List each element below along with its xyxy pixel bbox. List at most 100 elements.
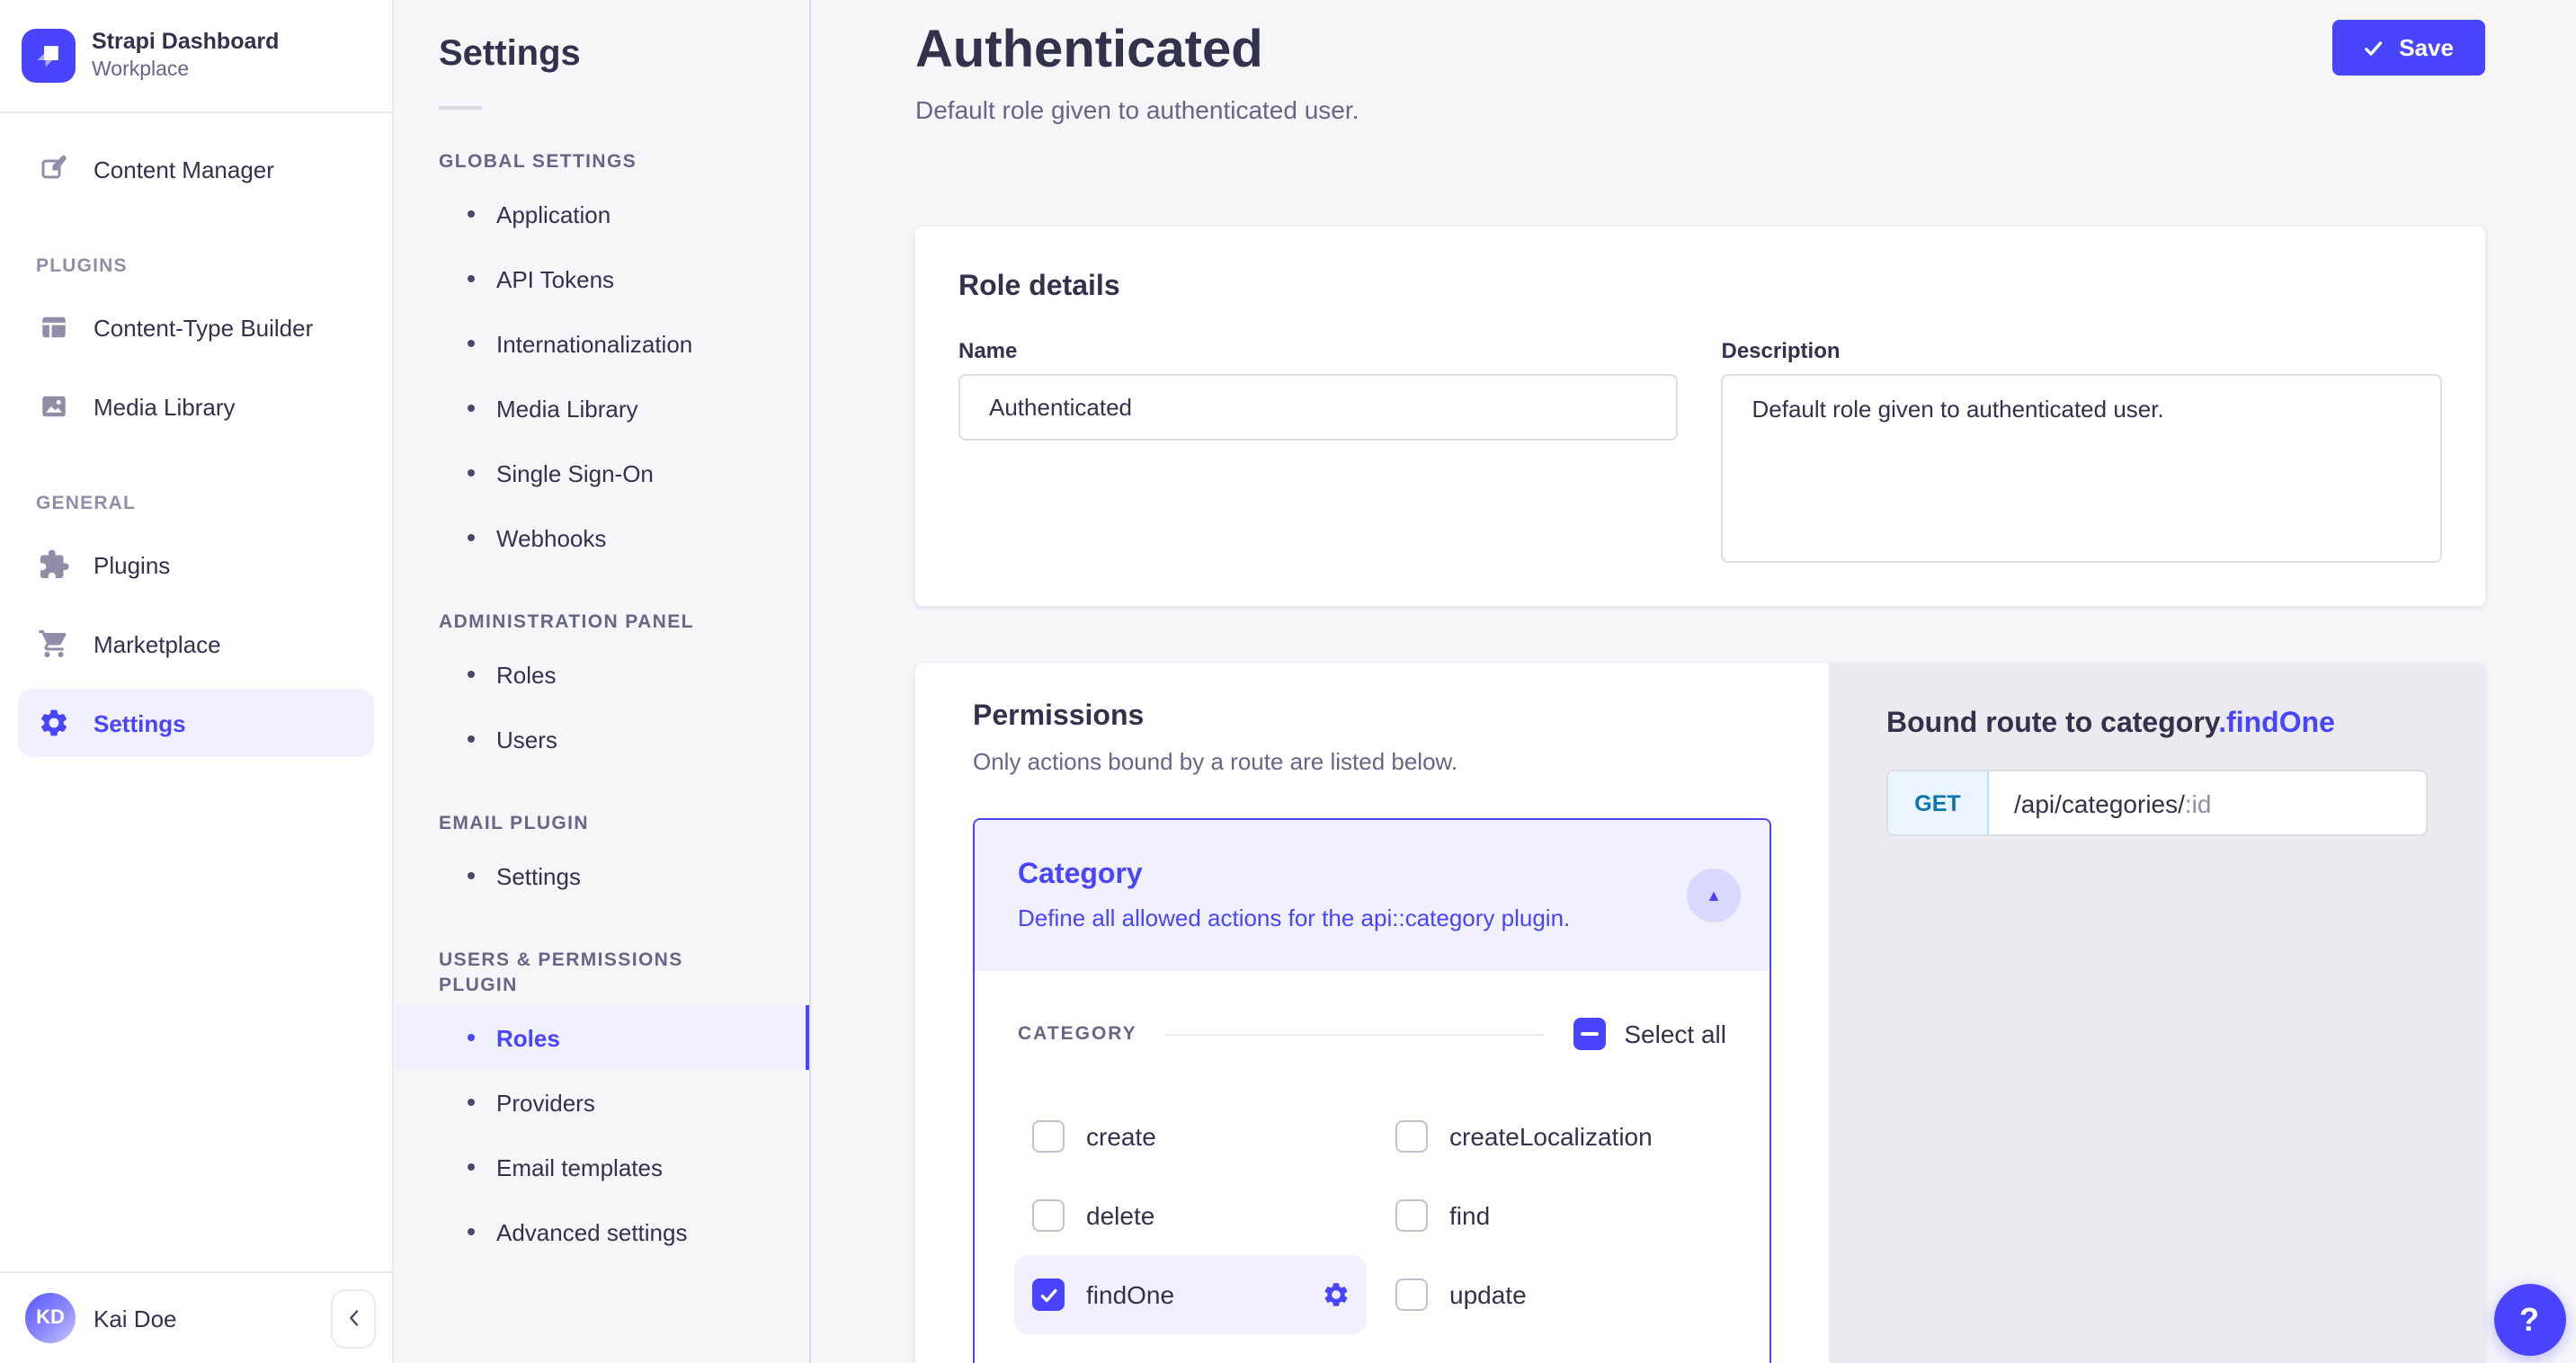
checkbox-unchecked-icon <box>1395 1199 1428 1232</box>
permission-checkbox-delete[interactable]: delete <box>1032 1199 1395 1232</box>
subnav-item-label: Roles <box>496 1024 560 1051</box>
permissions-section: Permissions Only actions bound by a rout… <box>915 664 2484 1363</box>
settings-gear-icon[interactable] <box>1320 1278 1352 1311</box>
checkbox-unchecked-icon <box>1032 1199 1065 1232</box>
accordion-title: Category <box>1018 860 1143 890</box>
user-name: Kai Doe <box>94 1305 177 1332</box>
bullet-dot <box>468 1034 475 1041</box>
subnav-item-label: Providers <box>496 1089 595 1116</box>
http-method-badge: GET <box>1888 771 1989 834</box>
name-input[interactable] <box>958 374 1679 441</box>
bullet-dot <box>468 1163 475 1171</box>
workspace-brand[interactable]: Strapi Dashboard Workplace <box>0 0 392 113</box>
bullet-dot <box>468 405 475 412</box>
cart-icon <box>36 626 72 662</box>
bound-route-action: .findOne <box>2218 708 2335 739</box>
permission-label: delete <box>1086 1201 1155 1230</box>
subnav-item-label: Users <box>496 726 557 753</box>
subnav-item-label: API Tokens <box>496 265 615 292</box>
permission-label: create <box>1086 1122 1156 1151</box>
bullet-dot <box>468 872 475 879</box>
question-mark-icon: ? <box>2519 1301 2539 1337</box>
nav-section-plugins-label: PLUGINS <box>36 255 128 277</box>
description-textarea[interactable]: Default role given to authenticated user… <box>1721 374 2441 563</box>
permission-label: createLocalization <box>1449 1122 1653 1151</box>
route-path-base: /api/categories/ <box>2014 788 2185 817</box>
indeterminate-checkbox-icon <box>1573 1018 1607 1050</box>
puzzle-icon <box>36 547 72 583</box>
subnav-item-providers[interactable]: Providers <box>396 1070 809 1135</box>
nav-item-content-manager[interactable]: Content Manager <box>18 135 374 203</box>
save-button[interactable]: Save <box>2332 20 2484 76</box>
subnav-item-media-library[interactable]: Media Library <box>396 376 809 441</box>
content-type-builder-icon <box>36 309 72 345</box>
bullet-dot <box>468 671 475 678</box>
chevron-left-icon <box>343 1307 364 1329</box>
nav-item-plugins[interactable]: Plugins <box>18 530 374 599</box>
nav-item-label: Media Library <box>94 393 236 420</box>
collapse-sidebar-button[interactable] <box>331 1288 376 1348</box>
subnav-item-admin-users[interactable]: Users <box>396 707 809 771</box>
role-details-heading: Role details <box>958 272 1120 302</box>
main-nav-list: Content Manager PLUGINS Content-Type Bui… <box>0 113 392 789</box>
subnav-item-internationalization[interactable]: Internationalization <box>396 311 809 376</box>
settings-subnav: Settings GLOBAL SETTINGS Application API… <box>396 0 811 1363</box>
avatar-initials: KD <box>36 1307 65 1329</box>
subnav-item-label: Single Sign-On <box>496 459 654 486</box>
checkbox-unchecked-icon <box>1395 1120 1428 1153</box>
workspace-name: Workplace <box>92 59 190 81</box>
subnav-section-administration-panel: ADMINISTRATION PANEL <box>439 611 694 633</box>
subnav-title: Settings <box>439 34 581 74</box>
collapse-accordion-button[interactable]: ▲ <box>1687 869 1741 922</box>
permissions-panel: Permissions Only actions bound by a rout… <box>915 664 1829 1363</box>
nav-item-settings[interactable]: Settings <box>18 689 374 757</box>
nav-item-marketplace[interactable]: Marketplace <box>18 610 374 678</box>
subnav-item-label: Internationalization <box>496 330 693 357</box>
permissions-subtitle: Only actions bound by a route are listed… <box>973 748 1458 775</box>
save-label: Save <box>2399 34 2454 61</box>
select-all-checkbox[interactable]: Select all <box>1573 1018 1726 1050</box>
subnav-item-admin-roles[interactable]: Roles <box>396 642 809 707</box>
subnav-item-email-settings[interactable]: Settings <box>396 843 809 908</box>
nav-item-content-type-builder[interactable]: Content-Type Builder <box>18 293 374 361</box>
subnav-item-label: Media Library <box>496 395 638 422</box>
nav-item-media-library[interactable]: Media Library <box>18 372 374 441</box>
nav-item-label: Settings <box>94 709 186 736</box>
page-header: Authenticated Default role given to auth… <box>915 0 2484 128</box>
route-path-param: :id <box>2184 788 2212 817</box>
gear-icon <box>36 705 72 741</box>
subnav-item-up-roles[interactable]: Roles <box>396 1005 809 1070</box>
bullet-dot <box>468 210 475 218</box>
category-accordion: Category Define all allowed actions for … <box>973 818 1771 1363</box>
permission-checkbox-update[interactable]: update <box>1395 1278 1726 1311</box>
subnav-item-email-templates[interactable]: Email templates <box>396 1135 809 1199</box>
permission-checkbox-findone[interactable]: findOne <box>1014 1255 1367 1334</box>
subnav-item-single-sign-on[interactable]: Single Sign-On <box>396 441 809 505</box>
permission-label: find <box>1449 1201 1491 1230</box>
subnav-item-label: Application <box>496 200 611 227</box>
permission-checkbox-find[interactable]: find <box>1395 1199 1726 1232</box>
bound-route-panel: Bound route to category.findOne GET /api… <box>1829 664 2484 1363</box>
category-accordion-header[interactable]: Category Define all allowed actions for … <box>975 820 1769 971</box>
help-button[interactable]: ? <box>2493 1284 2565 1356</box>
accordion-description: Define all allowed actions for the api::… <box>1018 904 1571 931</box>
permission-checkbox-create[interactable]: create <box>1032 1120 1395 1153</box>
subnav-item-application[interactable]: Application <box>396 182 809 246</box>
group-label: CATEGORY <box>1018 1023 1137 1045</box>
group-divider <box>1165 1033 1546 1035</box>
bullet-dot <box>468 735 475 743</box>
page-title: Authenticated <box>915 22 1263 79</box>
media-library-icon <box>36 388 72 424</box>
subnav-item-api-tokens[interactable]: API Tokens <box>396 246 809 311</box>
bullet-dot <box>468 1099 475 1106</box>
subnav-section-email-plugin: EMAIL PLUGIN <box>439 813 589 834</box>
subnav-item-label: Advanced settings <box>496 1218 688 1245</box>
permission-checkbox-createlocalization[interactable]: createLocalization <box>1395 1120 1726 1153</box>
avatar[interactable]: KD <box>25 1293 76 1343</box>
subnav-divider <box>439 106 482 110</box>
subnav-item-webhooks[interactable]: Webhooks <box>396 505 809 570</box>
subnav-item-label: Webhooks <box>496 524 607 551</box>
subnav-item-advanced-settings[interactable]: Advanced settings <box>396 1199 809 1264</box>
subnav-item-label: Roles <box>496 661 557 688</box>
